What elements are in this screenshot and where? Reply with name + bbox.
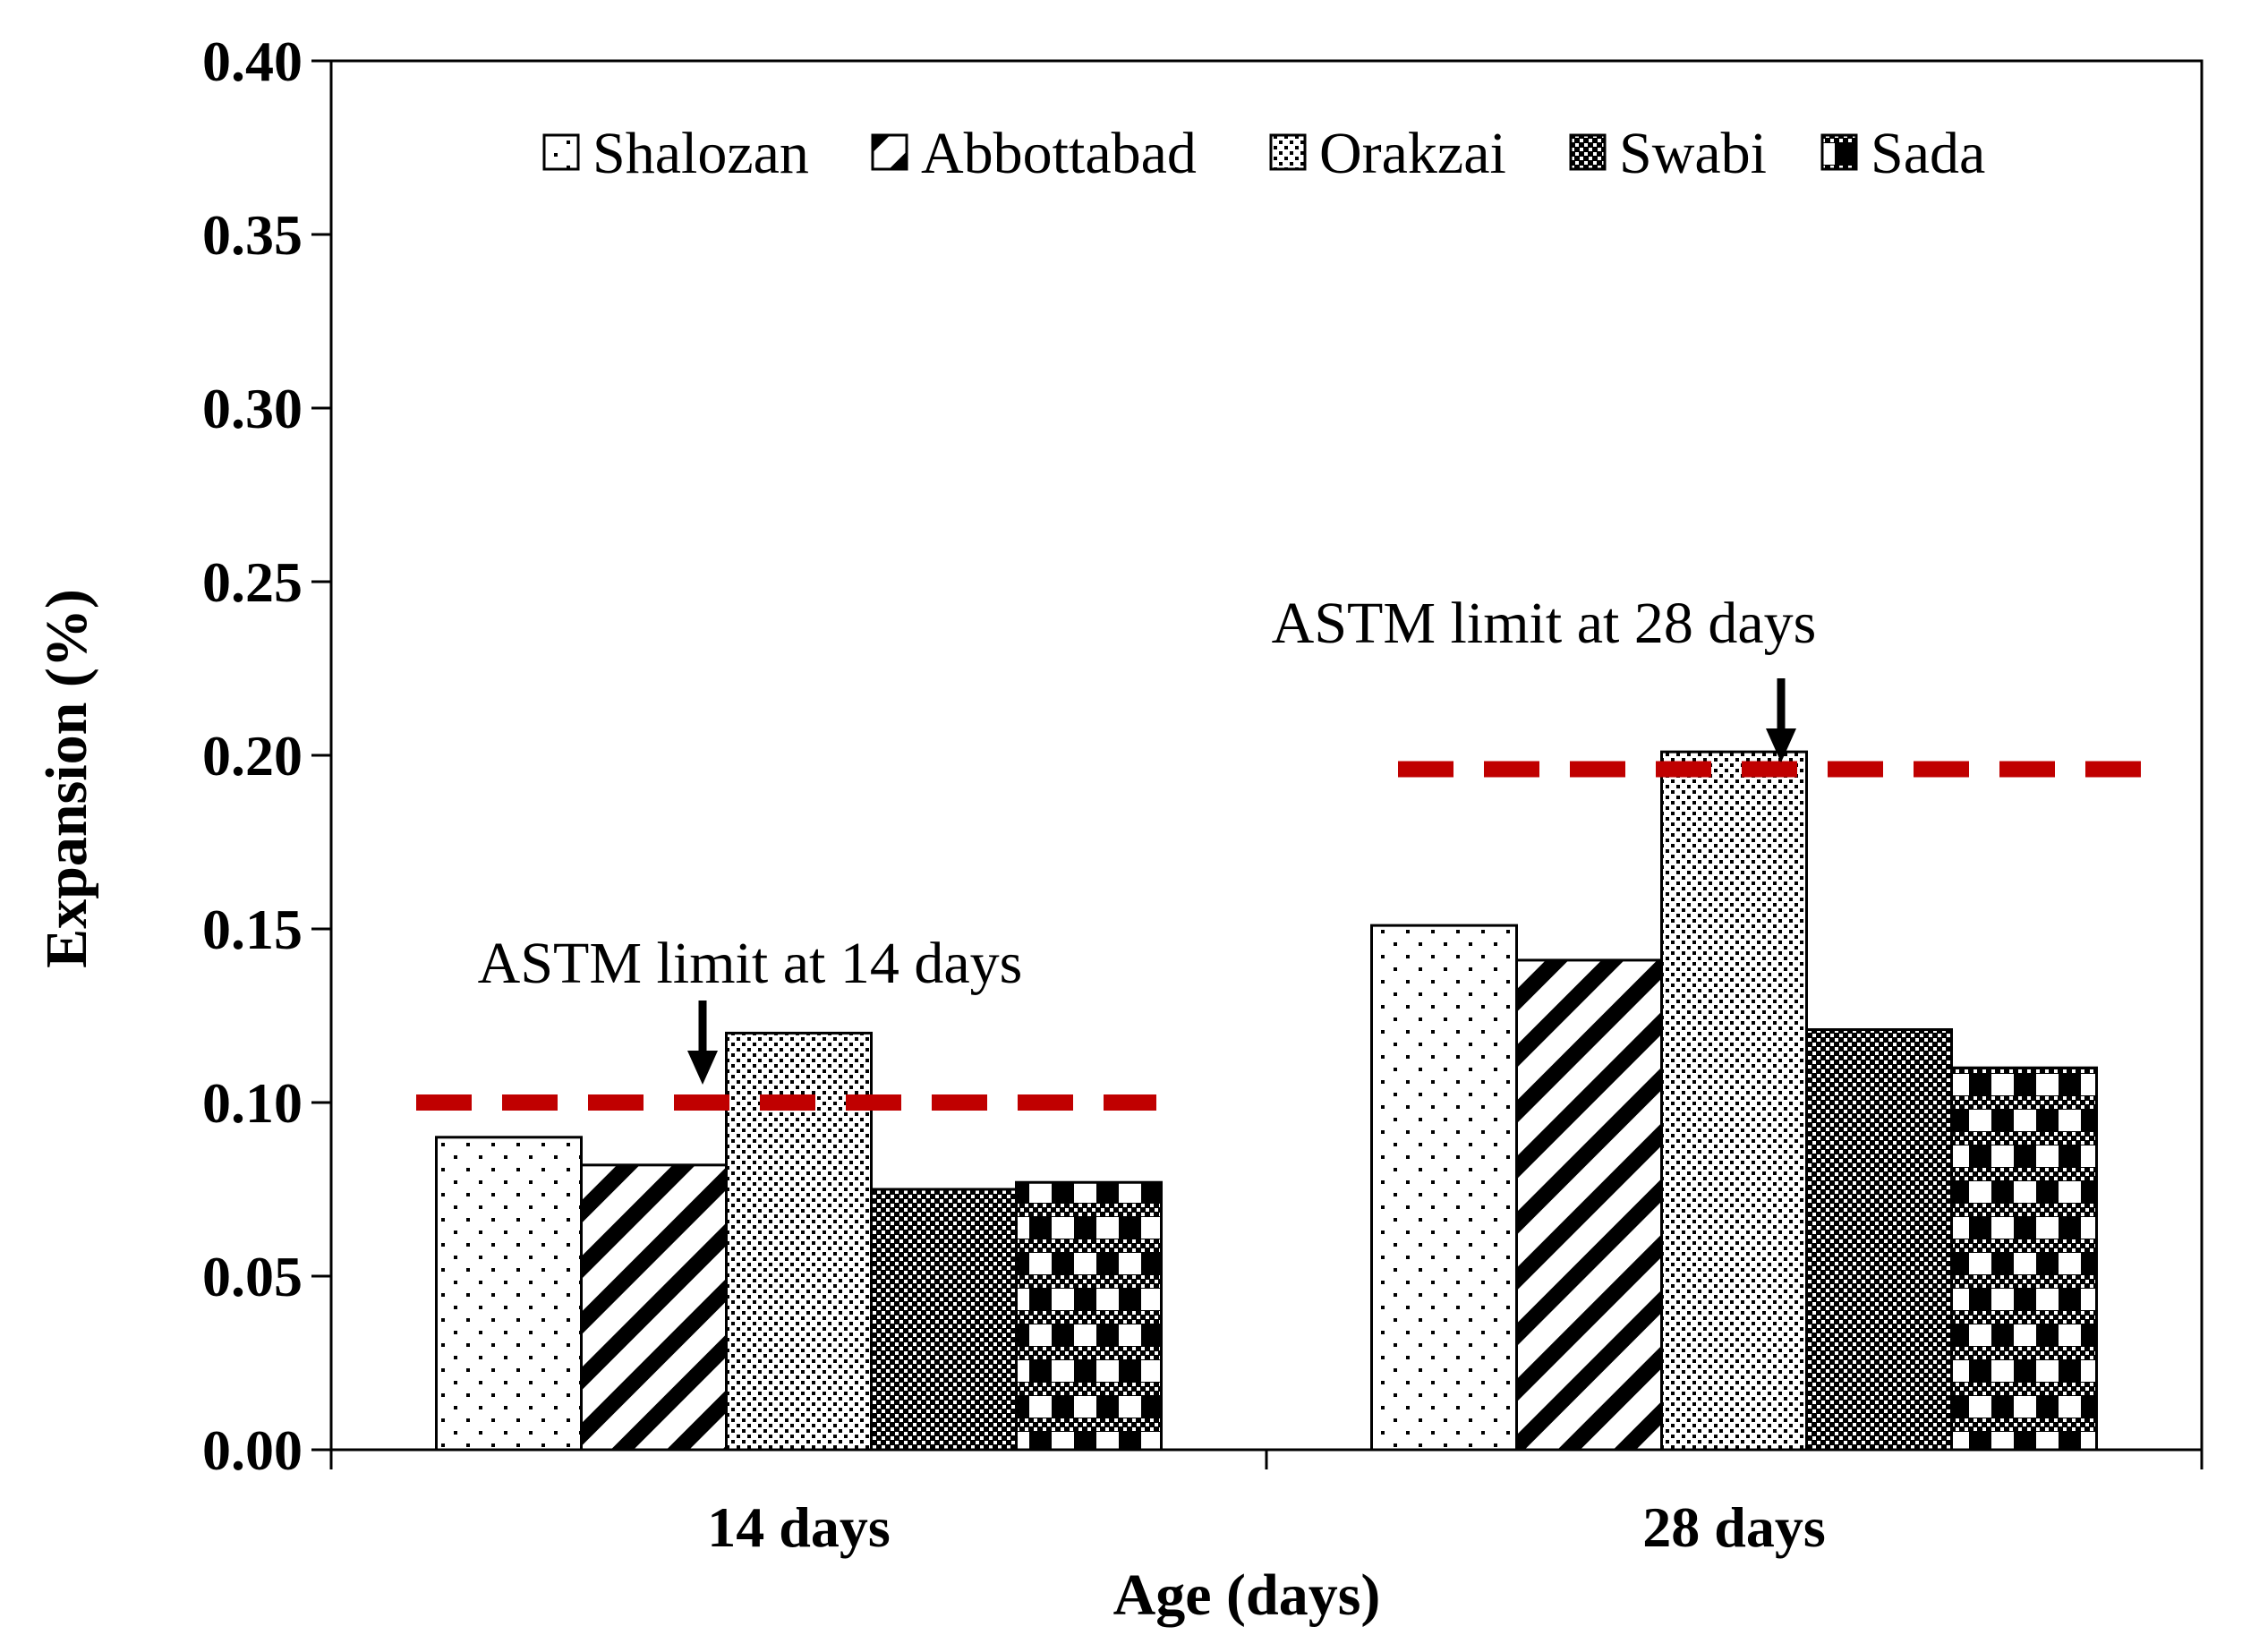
legend-swatch-orakzai <box>1269 133 1307 171</box>
x-axis-title: Age (days) <box>1113 1563 1381 1628</box>
annotations: ASTM limit at 14 days ASTM limit at 28 da… <box>478 591 1817 1085</box>
bar-swabi-28-days <box>1805 1028 1953 1452</box>
bar-shalozan-14-days <box>435 1136 583 1452</box>
legend-swatch-swabi <box>1569 133 1607 171</box>
legend-label-sada: Sada <box>1871 121 1985 186</box>
legend: Shalozan Abbottabad Orakzai Swabi Sada <box>542 121 1985 186</box>
y-tick-label: 0.10 <box>202 1071 303 1135</box>
category-label-28-days: 28 days <box>1642 1495 1826 1559</box>
bar-sada-14-days <box>1015 1180 1163 1452</box>
y-tick-label: 0.00 <box>202 1418 303 1482</box>
bar-abbottabad-28-days <box>1515 958 1663 1452</box>
legend-label-abbottabad: Abbottabad <box>921 121 1197 186</box>
arrow-head-28-days <box>1766 728 1796 762</box>
legend-label-orakzai: Orakzai <box>1319 121 1506 186</box>
legend-swatch-abbottabad <box>871 133 908 171</box>
bars <box>435 750 2098 1452</box>
bar-swabi-14-days <box>870 1188 1018 1452</box>
arrow-head-14-days <box>687 1051 718 1085</box>
y-axis-title: Expansion (%) <box>34 589 99 968</box>
y-tick-label: 0.05 <box>202 1245 303 1308</box>
bar-sada-28-days <box>1950 1066 2098 1452</box>
y-axis: 0.00 0.05 0.10 0.15 0.20 0.25 0.30 0.35 0.40 <box>202 30 331 1482</box>
astm-limit-label-14-days: ASTM limit at 14 days <box>478 931 1023 996</box>
legend-label-shalozan: Shalozan <box>592 121 809 186</box>
y-tick-label: 0.30 <box>202 377 303 440</box>
y-tick-label: 0.25 <box>202 550 303 614</box>
x-axis: 14 days 28 days <box>329 1450 2204 1559</box>
legend-label-swabi: Swabi <box>1619 121 1767 186</box>
legend-swatch-shalozan <box>542 133 580 171</box>
astm-limit-lines <box>416 761 2170 1111</box>
y-tick-label: 0.40 <box>202 30 303 93</box>
y-tick-label: 0.35 <box>202 203 303 267</box>
legend-swatch-sada <box>1820 133 1858 171</box>
y-tick-label: 0.20 <box>202 724 303 788</box>
category-label-14-days: 14 days <box>707 1495 891 1559</box>
astm-limit-label-28-days: ASTM limit at 28 days <box>1272 591 1817 656</box>
bar-orakzai-28-days <box>1660 750 1808 1452</box>
y-tick-label: 0.15 <box>202 898 303 961</box>
bar-abbottabad-14-days <box>580 1163 728 1452</box>
bar-shalozan-28-days <box>1370 924 1518 1452</box>
